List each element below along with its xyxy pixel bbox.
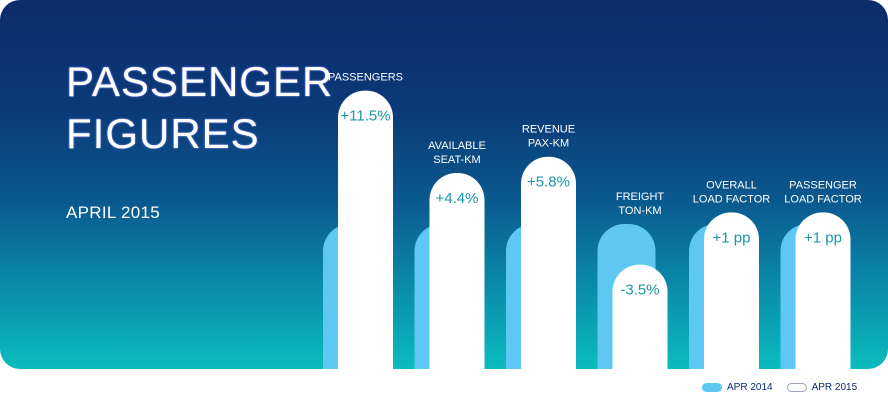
data-label: +4.4% [436,190,479,207]
legend-label-2015: APR 2015 [812,382,858,393]
legend-swatch-2014 [702,383,722,392]
bar-chart: PASSENGERS +11.5% AVAILABLE SEAT-KM +4.4% REV… [0,0,888,369]
category-label: PASSENGERS [328,72,403,84]
data-label: +11.5% [340,108,390,125]
bar-apr-2015 [338,91,393,369]
category-label: OVERALL [706,179,757,191]
chart-card: PASSENGER FIGURES APRIL 2015 PASSENGERS +… [0,0,888,369]
category-label: PAX-KM [528,138,569,150]
category-label: LOAD FACTOR [784,193,861,205]
category-label: FREIGHT [616,191,665,203]
category-label: LOAD FACTOR [693,193,770,205]
category-label: AVAILABLE [428,140,486,152]
category-label: PASSENGER [789,179,857,191]
bar-apr-2015 [613,265,668,369]
category-label: REVENUE [522,124,575,136]
data-label: +5.8% [527,174,570,191]
chart-legend: APR 2014 APR 2015 [702,380,857,394]
legend-label-2014: APR 2014 [727,382,773,393]
category-label: TON-KM [618,205,661,217]
category-label: SEAT-KM [433,154,480,166]
data-label: +1 pp [713,229,751,246]
data-label: -3.5% [620,282,659,299]
data-label: +1 pp [804,229,842,246]
legend-swatch-2015 [787,383,807,392]
